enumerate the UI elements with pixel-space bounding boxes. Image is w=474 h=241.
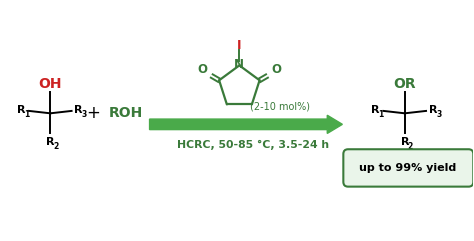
Text: O: O [198, 63, 208, 76]
Text: I: I [237, 39, 242, 52]
Text: (2-10 mol%): (2-10 mol%) [249, 101, 310, 111]
Text: HCRC, 50-85 °C, 3.5-24 h: HCRC, 50-85 °C, 3.5-24 h [177, 140, 329, 149]
FancyBboxPatch shape [343, 149, 474, 187]
Text: R: R [46, 137, 55, 147]
Text: OR: OR [393, 77, 416, 91]
Text: O: O [271, 63, 281, 76]
Text: 2: 2 [54, 142, 59, 151]
Text: ROH: ROH [109, 106, 143, 120]
Text: OH: OH [38, 77, 62, 91]
Text: 3: 3 [436, 110, 441, 119]
Text: R: R [401, 137, 409, 147]
Text: 1: 1 [379, 110, 384, 119]
FancyArrow shape [150, 115, 342, 134]
Text: 2: 2 [408, 142, 413, 151]
Text: +: + [86, 104, 100, 122]
Text: R: R [429, 105, 438, 115]
Text: R: R [74, 105, 83, 115]
Text: up to 99% yield: up to 99% yield [359, 163, 457, 173]
Text: R: R [371, 105, 380, 115]
Text: 3: 3 [82, 110, 87, 119]
Text: R: R [17, 105, 25, 115]
Text: 1: 1 [24, 110, 29, 119]
Text: N: N [234, 58, 245, 71]
